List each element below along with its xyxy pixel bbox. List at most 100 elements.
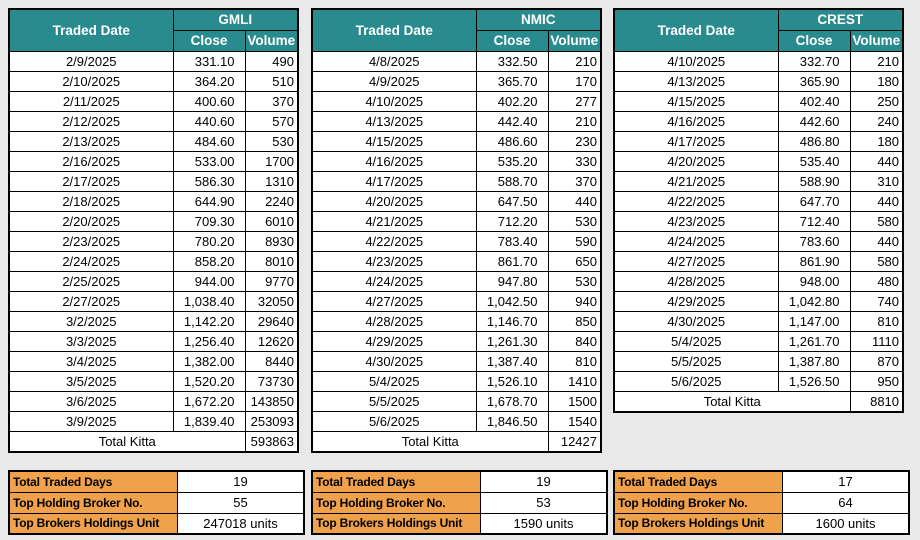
close-cell[interactable]: 535.40 <box>777 150 851 172</box>
volume-cell[interactable]: 370 <box>547 170 602 192</box>
volume-cell[interactable]: 870 <box>849 350 904 372</box>
volume-cell[interactable]: 210 <box>547 110 602 132</box>
volume-cell[interactable]: 180 <box>849 70 904 92</box>
date-cell[interactable]: 4/28/2025 <box>613 270 779 292</box>
volume-cell[interactable]: 580 <box>849 250 904 272</box>
date-cell[interactable]: 4/15/2025 <box>613 90 779 112</box>
symbol-header-nmic[interactable]: NMIC <box>475 8 602 31</box>
close-header[interactable]: Close <box>777 29 851 52</box>
top-holding-broker-label[interactable]: Top Holding Broker No. <box>8 491 178 514</box>
close-cell[interactable]: 365.90 <box>777 70 851 92</box>
volume-cell[interactable]: 29640 <box>244 310 299 332</box>
close-cell[interactable]: 709.30 <box>172 210 246 232</box>
date-cell[interactable]: 2/17/2025 <box>8 170 174 192</box>
volume-cell[interactable]: 950 <box>849 370 904 392</box>
volume-cell[interactable]: 8440 <box>244 350 299 372</box>
top-holding-broker-label[interactable]: Top Holding Broker No. <box>613 491 783 514</box>
close-cell[interactable]: 533.00 <box>172 150 246 172</box>
volume-cell[interactable]: 210 <box>849 50 904 72</box>
close-cell[interactable]: 1,042.80 <box>777 290 851 312</box>
total-traded-days-label[interactable]: Total Traded Days <box>8 470 178 493</box>
date-cell[interactable]: 4/10/2025 <box>311 90 477 112</box>
date-cell[interactable]: 4/28/2025 <box>311 310 477 332</box>
volume-cell[interactable]: 1410 <box>547 370 602 392</box>
volume-cell[interactable]: 143850 <box>244 390 299 412</box>
volume-cell[interactable]: 1110 <box>849 330 904 352</box>
close-cell[interactable]: 442.40 <box>475 110 549 132</box>
volume-header[interactable]: Volume <box>547 29 602 52</box>
date-cell[interactable]: 2/13/2025 <box>8 130 174 152</box>
date-cell[interactable]: 4/30/2025 <box>613 310 779 332</box>
volume-header[interactable]: Volume <box>849 29 904 52</box>
close-cell[interactable]: 1,261.30 <box>475 330 549 352</box>
volume-cell[interactable]: 240 <box>849 110 904 132</box>
date-cell[interactable]: 4/24/2025 <box>311 270 477 292</box>
volume-cell[interactable]: 440 <box>849 150 904 172</box>
top-holding-broker-value[interactable]: 64 <box>782 491 910 514</box>
close-cell[interactable]: 365.70 <box>475 70 549 92</box>
close-cell[interactable]: 644.90 <box>172 190 246 212</box>
volume-cell[interactable]: 510 <box>244 70 299 92</box>
top-holding-broker-value[interactable]: 53 <box>480 491 608 514</box>
traded-date-header[interactable]: Traded Date <box>8 8 174 52</box>
date-cell[interactable]: 2/27/2025 <box>8 290 174 312</box>
date-cell[interactable]: 4/16/2025 <box>613 110 779 132</box>
close-cell[interactable]: 442.60 <box>777 110 851 132</box>
date-cell[interactable]: 3/6/2025 <box>8 390 174 412</box>
volume-cell[interactable]: 810 <box>547 350 602 372</box>
date-cell[interactable]: 5/4/2025 <box>311 370 477 392</box>
volume-cell[interactable]: 6010 <box>244 210 299 232</box>
close-cell[interactable]: 1,256.40 <box>172 330 246 352</box>
volume-cell[interactable]: 277 <box>547 90 602 112</box>
total-kitta-label[interactable]: Total Kitta <box>311 430 549 453</box>
close-cell[interactable]: 400.60 <box>172 90 246 112</box>
date-cell[interactable]: 4/21/2025 <box>311 210 477 232</box>
close-cell[interactable]: 1,526.50 <box>777 370 851 392</box>
volume-cell[interactable]: 570 <box>244 110 299 132</box>
total-kitta-value[interactable]: 12427 <box>547 430 602 453</box>
date-cell[interactable]: 4/20/2025 <box>613 150 779 172</box>
volume-cell[interactable]: 940 <box>547 290 602 312</box>
date-cell[interactable]: 4/16/2025 <box>311 150 477 172</box>
date-cell[interactable]: 2/25/2025 <box>8 270 174 292</box>
volume-cell[interactable]: 440 <box>547 190 602 212</box>
volume-cell[interactable]: 1500 <box>547 390 602 412</box>
symbol-header-crest[interactable]: CREST <box>777 8 904 31</box>
date-cell[interactable]: 2/16/2025 <box>8 150 174 172</box>
date-cell[interactable]: 4/17/2025 <box>613 130 779 152</box>
date-cell[interactable]: 4/10/2025 <box>613 50 779 72</box>
volume-cell[interactable]: 650 <box>547 250 602 272</box>
top-brokers-holdings-label[interactable]: Top Brokers Holdings Unit <box>311 512 481 535</box>
date-cell[interactable]: 4/21/2025 <box>613 170 779 192</box>
date-cell[interactable]: 5/5/2025 <box>613 350 779 372</box>
volume-cell[interactable]: 580 <box>849 210 904 232</box>
volume-cell[interactable]: 253093 <box>244 410 299 432</box>
date-cell[interactable]: 4/22/2025 <box>311 230 477 252</box>
date-cell[interactable]: 4/23/2025 <box>613 210 779 232</box>
date-cell[interactable]: 2/12/2025 <box>8 110 174 132</box>
close-cell[interactable]: 712.20 <box>475 210 549 232</box>
close-cell[interactable]: 1,038.40 <box>172 290 246 312</box>
volume-cell[interactable]: 810 <box>849 310 904 332</box>
date-cell[interactable]: 4/24/2025 <box>613 230 779 252</box>
date-cell[interactable]: 3/4/2025 <box>8 350 174 372</box>
date-cell[interactable]: 2/24/2025 <box>8 250 174 272</box>
close-cell[interactable]: 440.60 <box>172 110 246 132</box>
close-cell[interactable]: 1,142.20 <box>172 310 246 332</box>
close-cell[interactable]: 332.50 <box>475 50 549 72</box>
date-cell[interactable]: 4/23/2025 <box>311 250 477 272</box>
total-traded-days-value[interactable]: 19 <box>177 470 305 493</box>
volume-cell[interactable]: 490 <box>244 50 299 72</box>
close-cell[interactable]: 861.70 <box>475 250 549 272</box>
close-cell[interactable]: 944.00 <box>172 270 246 292</box>
date-cell[interactable]: 5/6/2025 <box>613 370 779 392</box>
date-cell[interactable]: 3/9/2025 <box>8 410 174 432</box>
top-brokers-holdings-value[interactable]: 1600 units <box>782 512 910 535</box>
close-cell[interactable]: 1,147.00 <box>777 310 851 332</box>
close-cell[interactable]: 331.10 <box>172 50 246 72</box>
close-cell[interactable]: 402.40 <box>777 90 851 112</box>
volume-cell[interactable]: 210 <box>547 50 602 72</box>
close-cell[interactable]: 712.40 <box>777 210 851 232</box>
volume-cell[interactable]: 8930 <box>244 230 299 252</box>
date-cell[interactable]: 4/22/2025 <box>613 190 779 212</box>
